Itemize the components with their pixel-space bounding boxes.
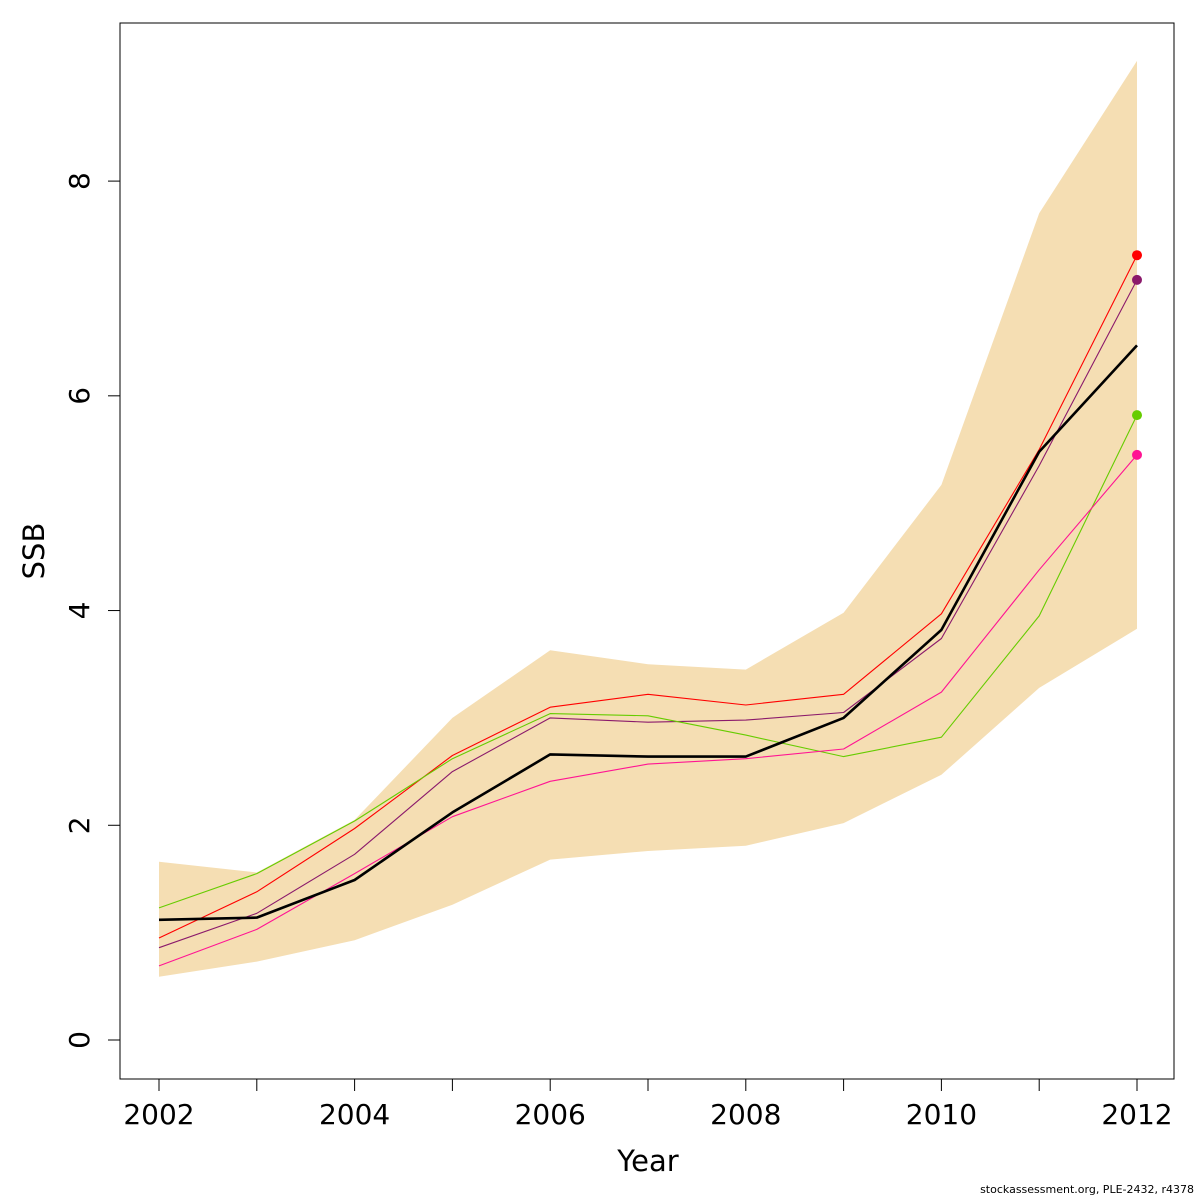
- x-axis: 2002 2004 2006 2008 2010 2012: [123, 1078, 1173, 1131]
- endpoint-layer: [1132, 250, 1142, 460]
- endpoint-marker-pink: [1132, 449, 1142, 460]
- x-tick-label: 2008: [710, 1098, 781, 1131]
- y-tick-label: 6: [63, 387, 96, 405]
- y-tick-label: 2: [63, 816, 96, 834]
- x-axis-label: Year: [616, 1144, 678, 1178]
- endpoint-marker-red: [1132, 250, 1142, 261]
- x-tick-label: 2002: [123, 1098, 194, 1131]
- series-line-purple: [158, 279, 1138, 949]
- series-line-green: [158, 414, 1138, 909]
- confidence-band-layer: [159, 60, 1137, 977]
- footer-credit: stockassessment.org, PLE-2432, r4378: [980, 1183, 1194, 1196]
- series-line-red: [158, 254, 1138, 939]
- y-axis: 0 2 4 6 8: [63, 172, 121, 1049]
- confidence-band: [159, 60, 1137, 977]
- x-tick-label: 2004: [319, 1098, 390, 1131]
- series-layer: [158, 254, 1138, 967]
- endpoint-marker-green: [1132, 410, 1142, 421]
- endpoint-marker-purple: [1132, 274, 1142, 285]
- y-axis-label: SSB: [17, 523, 51, 580]
- y-tick-label: 8: [63, 172, 96, 190]
- series-line-main: [158, 344, 1138, 922]
- x-tick-label: 2010: [906, 1098, 977, 1131]
- y-tick-label: 4: [63, 602, 96, 620]
- y-tick-label: 0: [63, 1031, 96, 1049]
- x-tick-label: 2006: [515, 1098, 586, 1131]
- x-tick-label: 2012: [1101, 1098, 1172, 1131]
